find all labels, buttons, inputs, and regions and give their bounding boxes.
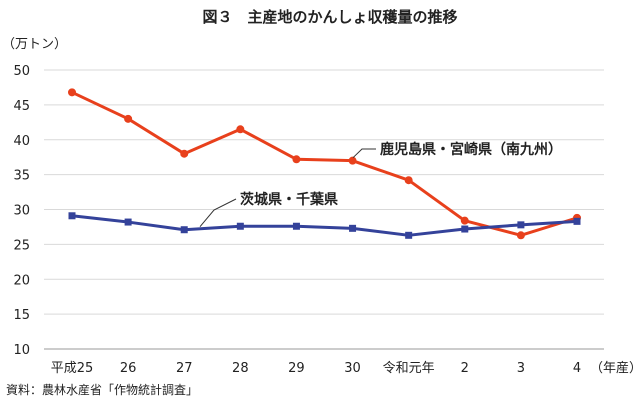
y-tick-label: 35	[13, 169, 30, 184]
x-tick-label: 2	[461, 361, 469, 376]
x-tick-labels: 平成25 26 27 28 29 30 令和元年 2 3 4	[51, 361, 581, 376]
source-note: 資料：農林水産省「作物統計調査」	[6, 382, 198, 397]
series-layer	[68, 88, 581, 240]
series-label-leader-ibaraki-chiba	[199, 198, 237, 228]
y-tick-label: 50	[13, 64, 30, 79]
series-line	[71, 90, 578, 237]
data-point	[68, 212, 76, 220]
data-point	[404, 176, 413, 185]
y-tick-label: 45	[13, 99, 30, 114]
y-tick-label: 40	[13, 134, 30, 149]
series-label-leader-south-kyushu	[352, 148, 376, 159]
series	[68, 88, 581, 240]
series-label-south-kyushu: 鹿児島県・宮崎県（南九州）	[379, 141, 562, 158]
x-tick-label: 4	[573, 361, 581, 376]
y-tick-labels: 10 15 20 25 30 35 40 45 50	[13, 64, 30, 358]
data-point	[461, 225, 469, 233]
chart-title: 図３ 主産地のかんしょ収穫量の推移	[202, 8, 457, 26]
data-point	[348, 156, 357, 165]
gridlines	[44, 69, 604, 315]
y-tick-label: 15	[13, 308, 30, 323]
series	[68, 212, 581, 239]
data-point	[460, 216, 469, 225]
data-point	[124, 218, 132, 226]
y-tick-label: 25	[13, 238, 30, 253]
data-point	[292, 222, 300, 230]
data-point	[516, 231, 525, 240]
x-tick-label: 26	[120, 361, 137, 376]
x-tick-label: 3	[517, 361, 525, 376]
y-tick-label: 20	[13, 273, 30, 288]
x-tick-label: 29	[288, 361, 305, 376]
y-tick-label: 10	[13, 343, 30, 358]
data-point	[68, 88, 76, 97]
data-point	[405, 231, 413, 239]
x-tick-label: 平成25	[51, 361, 94, 376]
data-point	[573, 217, 581, 225]
data-point	[236, 125, 245, 134]
x-tick-label: 27	[176, 361, 193, 376]
series-line	[71, 214, 578, 237]
data-point	[180, 226, 188, 234]
data-point	[124, 114, 133, 123]
x-axis-label: （年産）	[590, 360, 640, 376]
data-point	[349, 224, 357, 232]
x-tick-label: 28	[232, 361, 249, 376]
data-point	[292, 155, 301, 164]
data-point	[236, 222, 244, 230]
y-axis-label: （万トン）	[2, 37, 67, 52]
data-point	[180, 149, 189, 158]
data-point	[517, 221, 525, 229]
x-tick-label: 令和元年	[383, 361, 435, 376]
series-label-ibaraki-chiba: 茨城県・千葉県	[240, 191, 338, 208]
x-tick-label: 30	[344, 361, 361, 376]
y-tick-label: 30	[13, 204, 30, 219]
